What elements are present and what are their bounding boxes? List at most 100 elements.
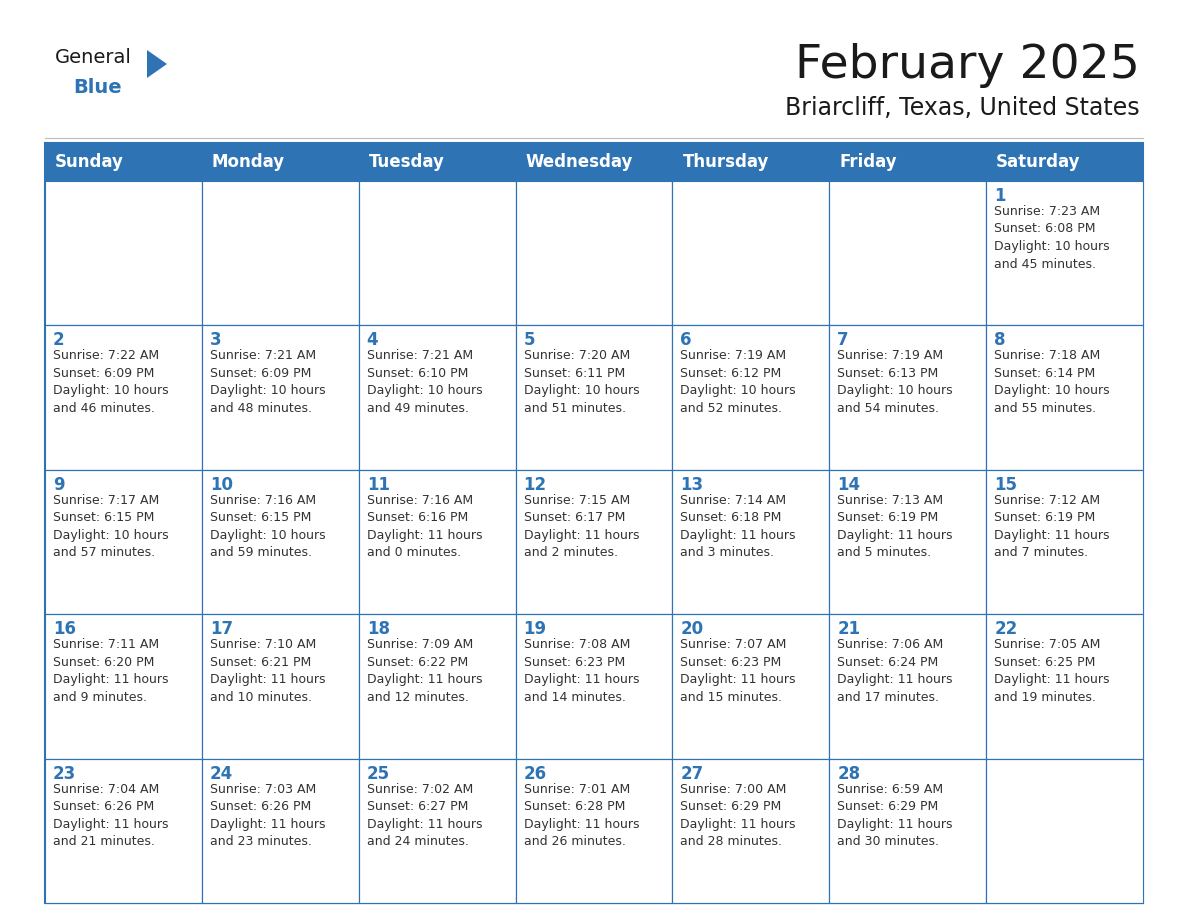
FancyBboxPatch shape <box>829 325 986 470</box>
Text: Sunrise: 7:10 AM
Sunset: 6:21 PM
Daylight: 11 hours
and 10 minutes.: Sunrise: 7:10 AM Sunset: 6:21 PM Dayligh… <box>210 638 326 704</box>
FancyBboxPatch shape <box>672 181 829 325</box>
Text: Thursday: Thursday <box>682 153 769 171</box>
Text: Sunrise: 7:03 AM
Sunset: 6:26 PM
Daylight: 11 hours
and 23 minutes.: Sunrise: 7:03 AM Sunset: 6:26 PM Dayligh… <box>210 783 326 848</box>
Text: Sunrise: 6:59 AM
Sunset: 6:29 PM
Daylight: 11 hours
and 30 minutes.: Sunrise: 6:59 AM Sunset: 6:29 PM Dayligh… <box>838 783 953 848</box>
FancyBboxPatch shape <box>986 325 1143 470</box>
Text: 20: 20 <box>681 621 703 638</box>
Text: Friday: Friday <box>839 153 897 171</box>
FancyBboxPatch shape <box>829 758 986 903</box>
Text: Sunrise: 7:17 AM
Sunset: 6:15 PM
Daylight: 10 hours
and 57 minutes.: Sunrise: 7:17 AM Sunset: 6:15 PM Dayligh… <box>53 494 169 559</box>
Text: Wednesday: Wednesday <box>525 153 633 171</box>
Text: 10: 10 <box>210 476 233 494</box>
Text: Sunrise: 7:21 AM
Sunset: 6:09 PM
Daylight: 10 hours
and 48 minutes.: Sunrise: 7:21 AM Sunset: 6:09 PM Dayligh… <box>210 350 326 415</box>
Text: Sunrise: 7:13 AM
Sunset: 6:19 PM
Daylight: 11 hours
and 5 minutes.: Sunrise: 7:13 AM Sunset: 6:19 PM Dayligh… <box>838 494 953 559</box>
Text: 21: 21 <box>838 621 860 638</box>
Text: Sunrise: 7:14 AM
Sunset: 6:18 PM
Daylight: 11 hours
and 3 minutes.: Sunrise: 7:14 AM Sunset: 6:18 PM Dayligh… <box>681 494 796 559</box>
Text: 22: 22 <box>994 621 1017 638</box>
Text: 25: 25 <box>367 765 390 783</box>
Text: Sunrise: 7:06 AM
Sunset: 6:24 PM
Daylight: 11 hours
and 17 minutes.: Sunrise: 7:06 AM Sunset: 6:24 PM Dayligh… <box>838 638 953 704</box>
Text: 11: 11 <box>367 476 390 494</box>
Text: Sunrise: 7:23 AM
Sunset: 6:08 PM
Daylight: 10 hours
and 45 minutes.: Sunrise: 7:23 AM Sunset: 6:08 PM Dayligh… <box>994 205 1110 271</box>
Text: Sunrise: 7:11 AM
Sunset: 6:20 PM
Daylight: 11 hours
and 9 minutes.: Sunrise: 7:11 AM Sunset: 6:20 PM Dayligh… <box>53 638 169 704</box>
FancyBboxPatch shape <box>516 470 672 614</box>
Text: 7: 7 <box>838 331 849 350</box>
Text: 13: 13 <box>681 476 703 494</box>
FancyBboxPatch shape <box>516 325 672 470</box>
Text: 28: 28 <box>838 765 860 783</box>
Text: Sunrise: 7:00 AM
Sunset: 6:29 PM
Daylight: 11 hours
and 28 minutes.: Sunrise: 7:00 AM Sunset: 6:29 PM Dayligh… <box>681 783 796 848</box>
Text: 26: 26 <box>524 765 546 783</box>
Text: Sunrise: 7:09 AM
Sunset: 6:22 PM
Daylight: 11 hours
and 12 minutes.: Sunrise: 7:09 AM Sunset: 6:22 PM Dayligh… <box>367 638 482 704</box>
Text: Saturday: Saturday <box>997 153 1081 171</box>
Text: Blue: Blue <box>72 78 121 97</box>
Polygon shape <box>147 50 168 78</box>
Text: Sunrise: 7:20 AM
Sunset: 6:11 PM
Daylight: 10 hours
and 51 minutes.: Sunrise: 7:20 AM Sunset: 6:11 PM Dayligh… <box>524 350 639 415</box>
Text: Sunrise: 7:19 AM
Sunset: 6:12 PM
Daylight: 10 hours
and 52 minutes.: Sunrise: 7:19 AM Sunset: 6:12 PM Dayligh… <box>681 350 796 415</box>
Text: Briarcliff, Texas, United States: Briarcliff, Texas, United States <box>785 96 1140 120</box>
FancyBboxPatch shape <box>672 758 829 903</box>
Text: Sunday: Sunday <box>55 153 124 171</box>
FancyBboxPatch shape <box>359 758 516 903</box>
FancyBboxPatch shape <box>516 181 672 325</box>
Text: 17: 17 <box>210 621 233 638</box>
FancyBboxPatch shape <box>45 758 202 903</box>
Text: 5: 5 <box>524 331 535 350</box>
Text: 24: 24 <box>210 765 233 783</box>
Text: Tuesday: Tuesday <box>368 153 444 171</box>
FancyBboxPatch shape <box>45 143 1143 181</box>
FancyBboxPatch shape <box>359 614 516 758</box>
Text: Sunrise: 7:15 AM
Sunset: 6:17 PM
Daylight: 11 hours
and 2 minutes.: Sunrise: 7:15 AM Sunset: 6:17 PM Dayligh… <box>524 494 639 559</box>
Text: Sunrise: 7:01 AM
Sunset: 6:28 PM
Daylight: 11 hours
and 26 minutes.: Sunrise: 7:01 AM Sunset: 6:28 PM Dayligh… <box>524 783 639 848</box>
Text: Monday: Monday <box>211 153 285 171</box>
FancyBboxPatch shape <box>359 181 516 325</box>
Text: Sunrise: 7:19 AM
Sunset: 6:13 PM
Daylight: 10 hours
and 54 minutes.: Sunrise: 7:19 AM Sunset: 6:13 PM Dayligh… <box>838 350 953 415</box>
FancyBboxPatch shape <box>672 325 829 470</box>
Text: 3: 3 <box>210 331 221 350</box>
Text: General: General <box>55 48 132 67</box>
Text: 16: 16 <box>53 621 76 638</box>
FancyBboxPatch shape <box>986 470 1143 614</box>
Text: 12: 12 <box>524 476 546 494</box>
Text: Sunrise: 7:18 AM
Sunset: 6:14 PM
Daylight: 10 hours
and 55 minutes.: Sunrise: 7:18 AM Sunset: 6:14 PM Dayligh… <box>994 350 1110 415</box>
Text: Sunrise: 7:04 AM
Sunset: 6:26 PM
Daylight: 11 hours
and 21 minutes.: Sunrise: 7:04 AM Sunset: 6:26 PM Dayligh… <box>53 783 169 848</box>
FancyBboxPatch shape <box>45 470 202 614</box>
FancyBboxPatch shape <box>359 325 516 470</box>
FancyBboxPatch shape <box>986 758 1143 903</box>
Text: Sunrise: 7:08 AM
Sunset: 6:23 PM
Daylight: 11 hours
and 14 minutes.: Sunrise: 7:08 AM Sunset: 6:23 PM Dayligh… <box>524 638 639 704</box>
Text: 4: 4 <box>367 331 378 350</box>
Text: Sunrise: 7:05 AM
Sunset: 6:25 PM
Daylight: 11 hours
and 19 minutes.: Sunrise: 7:05 AM Sunset: 6:25 PM Dayligh… <box>994 638 1110 704</box>
Text: Sunrise: 7:16 AM
Sunset: 6:15 PM
Daylight: 10 hours
and 59 minutes.: Sunrise: 7:16 AM Sunset: 6:15 PM Dayligh… <box>210 494 326 559</box>
Text: 6: 6 <box>681 331 691 350</box>
FancyBboxPatch shape <box>829 181 986 325</box>
FancyBboxPatch shape <box>672 614 829 758</box>
Text: Sunrise: 7:16 AM
Sunset: 6:16 PM
Daylight: 11 hours
and 0 minutes.: Sunrise: 7:16 AM Sunset: 6:16 PM Dayligh… <box>367 494 482 559</box>
FancyBboxPatch shape <box>359 470 516 614</box>
FancyBboxPatch shape <box>202 758 359 903</box>
FancyBboxPatch shape <box>672 470 829 614</box>
FancyBboxPatch shape <box>829 470 986 614</box>
FancyBboxPatch shape <box>202 614 359 758</box>
Text: 9: 9 <box>53 476 64 494</box>
Text: 2: 2 <box>53 331 64 350</box>
Text: Sunrise: 7:22 AM
Sunset: 6:09 PM
Daylight: 10 hours
and 46 minutes.: Sunrise: 7:22 AM Sunset: 6:09 PM Dayligh… <box>53 350 169 415</box>
FancyBboxPatch shape <box>202 325 359 470</box>
Text: 19: 19 <box>524 621 546 638</box>
FancyBboxPatch shape <box>986 614 1143 758</box>
Text: 23: 23 <box>53 765 76 783</box>
Text: Sunrise: 7:07 AM
Sunset: 6:23 PM
Daylight: 11 hours
and 15 minutes.: Sunrise: 7:07 AM Sunset: 6:23 PM Dayligh… <box>681 638 796 704</box>
Text: 8: 8 <box>994 331 1006 350</box>
Text: Sunrise: 7:12 AM
Sunset: 6:19 PM
Daylight: 11 hours
and 7 minutes.: Sunrise: 7:12 AM Sunset: 6:19 PM Dayligh… <box>994 494 1110 559</box>
FancyBboxPatch shape <box>986 181 1143 325</box>
Text: Sunrise: 7:02 AM
Sunset: 6:27 PM
Daylight: 11 hours
and 24 minutes.: Sunrise: 7:02 AM Sunset: 6:27 PM Dayligh… <box>367 783 482 848</box>
Text: 15: 15 <box>994 476 1017 494</box>
Text: February 2025: February 2025 <box>795 43 1140 88</box>
FancyBboxPatch shape <box>45 181 202 325</box>
FancyBboxPatch shape <box>45 325 202 470</box>
FancyBboxPatch shape <box>45 614 202 758</box>
Text: 27: 27 <box>681 765 703 783</box>
Text: 18: 18 <box>367 621 390 638</box>
Text: 1: 1 <box>994 187 1006 205</box>
FancyBboxPatch shape <box>202 470 359 614</box>
FancyBboxPatch shape <box>202 181 359 325</box>
FancyBboxPatch shape <box>516 758 672 903</box>
